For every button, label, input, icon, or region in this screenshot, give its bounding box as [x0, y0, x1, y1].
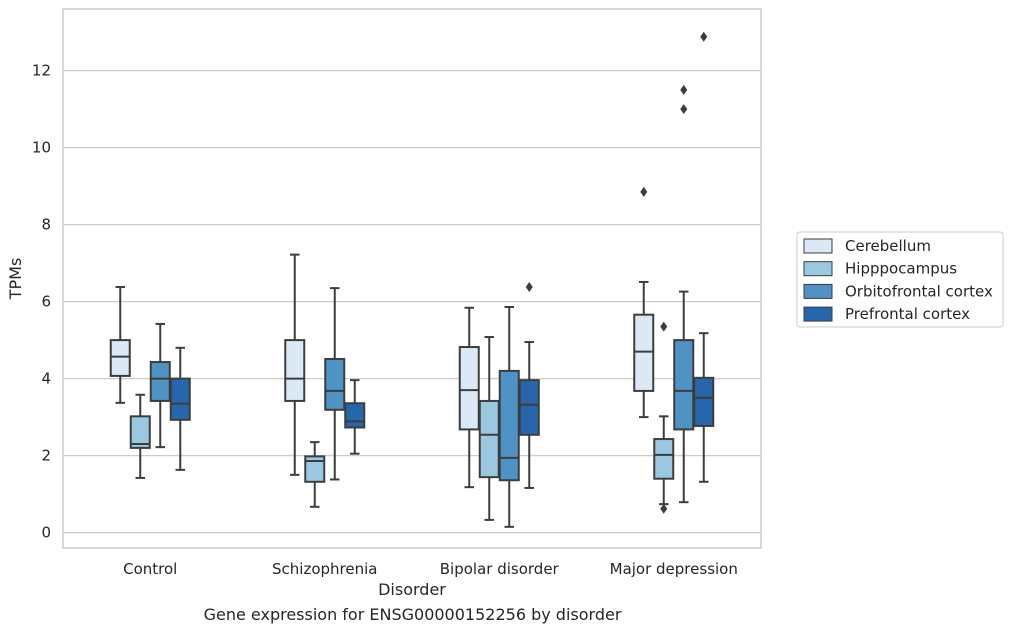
box-iqr — [653, 438, 675, 480]
box-orbitofrontal-cortex — [324, 287, 346, 481]
box-iqr — [633, 313, 655, 392]
x-tick-label: Bipolar disorder — [440, 560, 560, 578]
legend-swatch — [803, 306, 833, 322]
x-tick-labels: Control Schizophrenia Bipolar disorder Majo… — [123, 560, 738, 578]
outlier-marker — [660, 503, 668, 514]
box-plots — [109, 31, 715, 528]
legend-swatch — [803, 261, 833, 277]
legend-frame — [796, 231, 1004, 328]
legend-swatch — [803, 238, 833, 254]
box-cerebellum — [109, 285, 131, 404]
x-tick-label: Major depression — [610, 560, 738, 578]
box-iqr — [344, 402, 366, 429]
outlier-marker — [640, 186, 648, 197]
box-iqr — [498, 369, 520, 482]
box-iqr — [518, 379, 540, 436]
y-tick-label: 6 — [41, 293, 51, 311]
box-cerebellum — [633, 186, 655, 419]
box-hipppocampus — [478, 336, 500, 521]
box-iqr — [693, 376, 715, 427]
box-iqr — [478, 399, 500, 479]
box-hipppocampus — [129, 393, 151, 479]
legend-label: Cerebellum — [845, 237, 931, 255]
box-iqr — [458, 346, 480, 431]
outlier-marker — [525, 281, 533, 292]
box-iqr — [129, 415, 151, 449]
y-tick-label: 8 — [41, 216, 51, 234]
box-cerebellum — [458, 306, 480, 489]
outlier-marker — [680, 84, 688, 95]
outlier-marker — [680, 104, 688, 115]
box-iqr — [304, 455, 326, 483]
chart-caption: Gene expression for ENSG00000152256 by d… — [203, 605, 622, 624]
box-iqr — [169, 377, 191, 421]
box-prefrontal-cortex — [693, 31, 715, 483]
y-tick-label: 4 — [41, 370, 51, 388]
box-orbitofrontal-cortex — [673, 84, 695, 504]
y-tick-label: 0 — [41, 524, 51, 542]
outlier-marker — [700, 31, 708, 42]
y-tick-label: 12 — [32, 62, 51, 80]
y-axis-title: TPMs — [6, 258, 25, 301]
box-iqr — [109, 339, 131, 377]
box-hipppocampus — [653, 321, 675, 514]
legend: Cerebellum Hipppocampus Orbitofrontal cort… — [796, 231, 1004, 328]
box-hipppocampus — [304, 441, 326, 508]
x-tick-label: Control — [123, 560, 177, 578]
box-iqr — [284, 339, 306, 402]
box-orbitofrontal-cortex — [149, 322, 171, 449]
box-iqr — [324, 357, 346, 411]
x-tick-label: Schizophrenia — [272, 560, 377, 578]
legend-label: Prefrontal cortex — [845, 305, 970, 323]
x-axis-title: Disorder — [378, 580, 446, 599]
y-tick-labels: 0 2 4 6 8 10 12 — [32, 62, 51, 542]
box-cerebellum — [284, 253, 306, 476]
legend-label: Orbitofrontal cortex — [845, 282, 993, 300]
outlier-marker — [660, 321, 668, 332]
plot-frame — [62, 8, 762, 549]
box-orbitofrontal-cortex — [498, 305, 520, 528]
box-prefrontal-cortex — [169, 346, 191, 471]
y-tick-label: 2 — [41, 447, 51, 465]
box-prefrontal-cortex — [518, 281, 540, 489]
box-iqr — [149, 361, 171, 402]
y-tick-label: 10 — [32, 139, 51, 157]
box-prefrontal-cortex — [344, 379, 366, 455]
legend-swatch — [803, 283, 833, 299]
legend-label: Hipppocampus — [845, 260, 957, 278]
box-iqr — [673, 339, 695, 431]
